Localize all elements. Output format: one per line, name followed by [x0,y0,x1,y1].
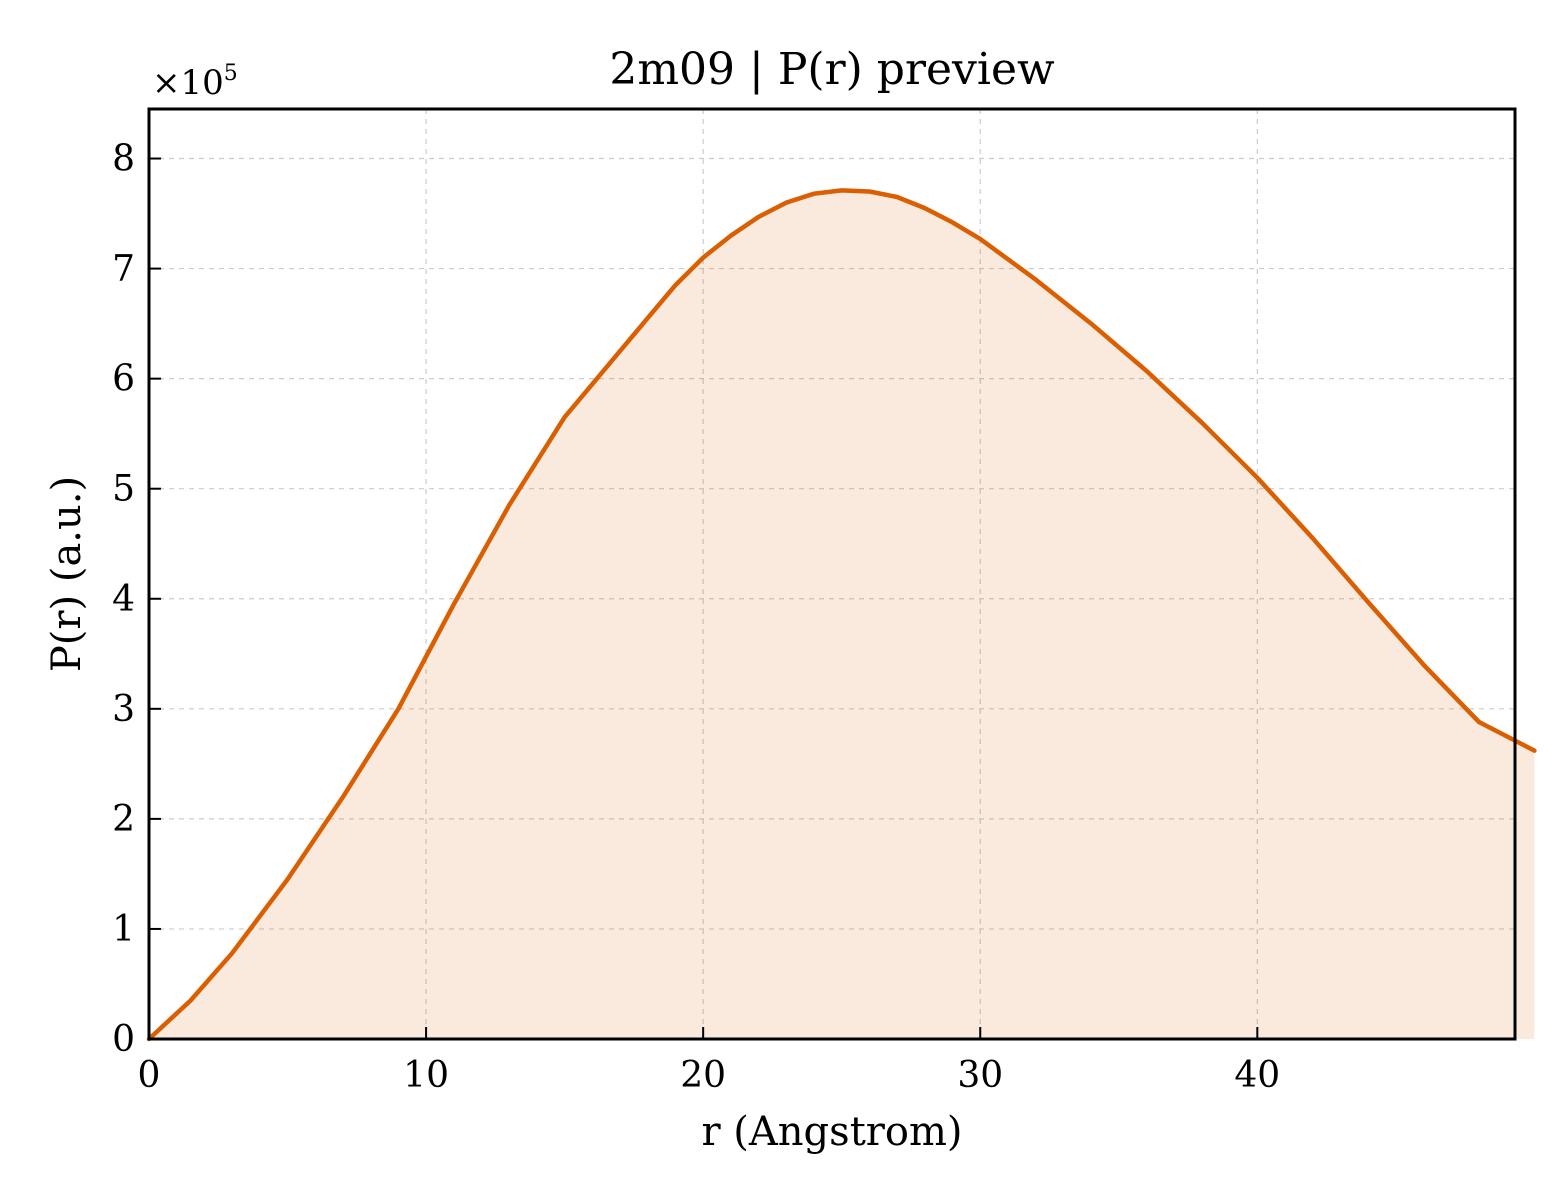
y-tick-labels: 0 1 2 3 4 5 6 7 8 [112,139,135,1060]
y-offset-label: ×105 [152,61,238,103]
x-tick-label-2: 20 [680,1055,726,1096]
x-tick-label-3: 30 [957,1055,1003,1096]
pr-curve [146,188,1537,1042]
pr-area-fill [149,190,1535,1039]
tick-marks [148,157,1259,1040]
x-tick-label-4: 40 [1234,1055,1280,1096]
y-tick-label-2: 2 [112,799,135,840]
y-tick-label-5: 5 [112,469,135,510]
y-axis-label: P(r) (a.u.) [44,476,90,672]
y-tick-label-7: 7 [112,249,135,290]
y-tick-label-3: 3 [112,689,135,730]
y-offset-base: ×10 [152,63,224,103]
y-tick-label-8: 8 [112,139,135,180]
x-axis-label: r (Angstrom) [701,1109,962,1155]
chart-title: 2m09 | P(r) preview [609,44,1055,95]
plot-frame [147,107,1517,1041]
y-tick-label-6: 6 [112,359,135,400]
y-offset-exponent: 5 [224,61,238,86]
x-tick-labels: 0 10 20 30 40 [138,1055,1281,1096]
y-tick-label-4: 4 [112,579,135,620]
y-tick-label-1: 1 [112,909,135,950]
y-tick-label-0: 0 [112,1019,135,1060]
x-tick-label-1: 10 [403,1055,449,1096]
x-tick-label-0: 0 [138,1055,161,1096]
